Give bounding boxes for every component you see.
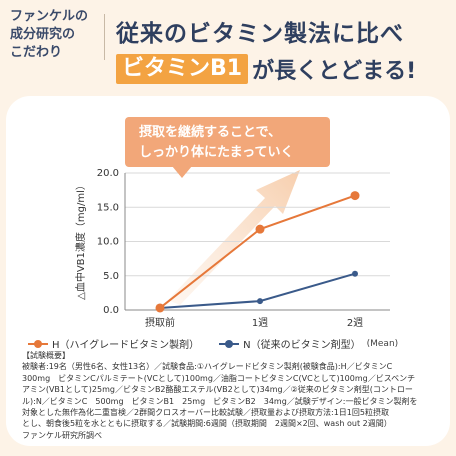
callout-line-2: しっかり体にたまっていく: [139, 145, 294, 160]
legend-label-h: H（ハイグレードビタミン製剤）: [52, 340, 200, 351]
legend-mean-note: (Mean): [366, 338, 399, 349]
y-axis-label: △血中VB1濃度（mg/ml）: [74, 180, 87, 300]
trend-arrow: [168, 170, 300, 305]
notes-line-0: 【試験概要】: [22, 351, 70, 360]
badge-line-1: ファンケルの: [10, 9, 89, 24]
legend-swatch-h: [28, 339, 48, 348]
callout-line-1: 摂取を継続することで、: [139, 125, 282, 140]
notes-line-7: ファンケル研究所調べ: [22, 430, 102, 440]
headline: 従来のビタミン製法に比べ: [116, 21, 404, 47]
x-tick-2: 2週: [347, 317, 363, 329]
x-tick-1: 1週: [252, 317, 268, 329]
point-n-2: [352, 270, 358, 277]
y-tick-4: 20.0: [97, 168, 119, 179]
point-n-1: [257, 298, 263, 305]
research-badge: ファンケルの 成分研究の こだわり: [0, 0, 112, 72]
legend-item-h: H（ハイグレードビタミン製剤）: [28, 336, 199, 351]
y-tick-2: 10.0: [97, 237, 119, 248]
x-tick-0: 摂取前: [145, 316, 175, 329]
notes-line-1: 被験者:19名（男性6名、女性13名）／試験食品:①ハイグレードビタミン製剤(被…: [22, 362, 393, 372]
notes-line-4: ル):N／ビタミンC 500mg ビタミンB1 25mg ビタミンB2 34mg…: [22, 396, 418, 406]
headline-suffix: が長くとどまる!: [252, 59, 417, 84]
header-divider: [104, 14, 105, 60]
point-h-1: [255, 224, 265, 234]
study-notes: 【試験概要】 被験者:19名（男性6名、女性13名）／試験食品:①ハイグレードビ…: [22, 350, 442, 441]
notes-line-2: 300mg ビタミンCパルミテート(VCとして)100mg／油脂コートビタミンC…: [22, 373, 416, 383]
legend-label-n: N（従来のビタミン剤型）: [243, 340, 361, 351]
callout-tail: [172, 166, 192, 178]
headline-second-row: ビタミンB1 が長くとどまる!: [116, 54, 416, 84]
callout-bubble: 摂取を継続することで、 しっかり体にたまっていく: [125, 117, 330, 167]
notes-line-3: アミン(VB1として)25mg／ビタミンB2酪酸エステル(VB2として)34mg…: [22, 385, 413, 395]
badge-line-3: こだわり: [10, 45, 63, 60]
y-tick-0: 0.0: [103, 305, 119, 316]
vitamin-label: ビタミンB1: [116, 54, 249, 84]
notes-line-6: とし、朝食後5粒を水とともに摂取する／試験期間:6週間（摂取期間 2週間×2回、…: [22, 419, 392, 429]
y-tick-3: 15.0: [97, 202, 119, 213]
chart-legend: H（ハイグレードビタミン製剤） N（従来のビタミン剤型） (Mean): [28, 336, 418, 351]
point-h-2: [350, 191, 360, 201]
legend-item-n: N（従来のビタミン剤型） (Mean): [219, 336, 398, 351]
badge-line-2: 成分研究の: [10, 27, 76, 42]
point-h-0: [155, 303, 165, 313]
notes-line-5: 対象とした無作為化二重盲検／2群間クロスオーバー比較試験／摂取量および摂取方法:…: [22, 408, 389, 418]
y-tick-1: 5.0: [103, 271, 119, 282]
legend-swatch-n: [219, 339, 240, 348]
